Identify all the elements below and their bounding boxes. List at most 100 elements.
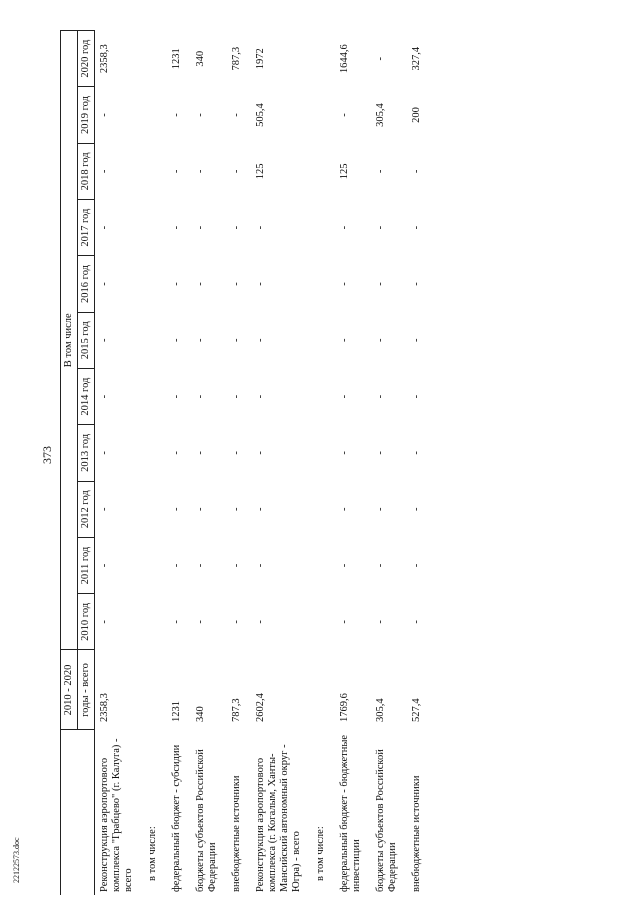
cell-value: - xyxy=(255,225,266,230)
cell-value: - xyxy=(231,451,242,455)
cell-value: - xyxy=(195,338,206,343)
cell-value: 2358,3 xyxy=(99,693,110,722)
cell-value: - xyxy=(255,451,266,455)
header-year: 2015 год xyxy=(77,312,95,369)
cell-value: - xyxy=(411,620,422,624)
cell-value: 505,4 xyxy=(255,103,266,127)
cell-value: 1769,6 xyxy=(339,693,350,722)
cell-value: 327,4 xyxy=(411,46,422,71)
cell-value: - xyxy=(375,282,386,286)
cell-value: - xyxy=(411,338,422,343)
header-year: 2020 год xyxy=(77,30,95,87)
cell-value: - xyxy=(411,451,422,455)
cell-value: - xyxy=(375,394,386,399)
cell-value: 200 xyxy=(411,107,422,123)
cell-value: - xyxy=(231,225,242,230)
cell-value: 1231 xyxy=(171,48,182,70)
row-label: Реконструкция аэропортового комплекса (г… xyxy=(255,744,302,892)
table-row: в том числе: xyxy=(143,31,167,896)
cell-value: - xyxy=(171,451,182,455)
header-year: 2018 год xyxy=(77,143,95,200)
cell-value: - xyxy=(99,338,110,343)
header-year: 2014 год xyxy=(77,368,95,425)
cell-value: - xyxy=(99,169,110,174)
cell-value: - xyxy=(339,394,350,399)
cell-value: - xyxy=(339,338,350,343)
cell-value: - xyxy=(171,620,182,624)
cell-value: - xyxy=(99,507,110,511)
table-body: Реконструкция аэропортового комплекса "Г… xyxy=(95,31,432,896)
cell-value: - xyxy=(99,563,110,568)
cell-value: 1644,6 xyxy=(339,44,350,74)
row-label: в том числе: xyxy=(147,826,158,881)
cell-value: - xyxy=(171,338,182,343)
table-row: Реконструкция аэропортового комплекса (г… xyxy=(251,31,311,896)
header-total: 2010 - 2020 xyxy=(60,650,78,730)
cell-value: 125 xyxy=(339,163,350,180)
cell-value: - xyxy=(339,451,350,455)
cell-value: - xyxy=(99,113,110,117)
cell-value: - xyxy=(195,113,206,117)
row-label: федеральный бюджет - бюджетные инвестици… xyxy=(339,734,362,892)
table-row: федеральный бюджет - бюджетные инвестици… xyxy=(335,31,371,896)
cell-value: - xyxy=(231,563,242,568)
cell-value: - xyxy=(231,338,242,343)
header-year: 2010 год xyxy=(77,593,95,650)
cell-value: - xyxy=(339,113,350,117)
cell-value: - xyxy=(171,282,182,286)
header-year: 2011 год xyxy=(77,537,95,594)
row-label: в том числе: xyxy=(315,826,326,881)
cell-value: - xyxy=(195,620,206,624)
cell-value: 305,4 xyxy=(375,698,386,722)
header-row: 2010 - 2020 В том числе xyxy=(60,30,95,895)
cell-value: - xyxy=(411,225,422,230)
cell-value: - xyxy=(375,338,386,343)
cell-value: 2358,3 xyxy=(99,44,110,74)
cell-value: 527,4 xyxy=(411,698,422,722)
table-row: бюджеты субъектов Российской Федерации 34… xyxy=(191,31,227,896)
page-number: 373 xyxy=(40,446,54,464)
cell-value: 787,3 xyxy=(231,46,242,71)
header-total: годы - всего xyxy=(77,650,95,730)
table-row: Реконструкция аэропортового комплекса "Г… xyxy=(95,31,144,896)
header-year: 2016 год xyxy=(77,255,95,313)
row-label: внебюджетные источники xyxy=(231,775,242,892)
cell-value: - xyxy=(99,282,110,286)
cell-value: 2602,4 xyxy=(255,693,266,722)
cell-value: - xyxy=(231,169,242,174)
cell-value: - xyxy=(411,282,422,286)
row-label: бюджеты субъектов Российской Федерации xyxy=(375,749,398,892)
cell-value: 340 xyxy=(195,706,206,722)
cell-value: - xyxy=(171,507,182,511)
cell-value: - xyxy=(171,394,182,399)
cell-value: - xyxy=(411,169,422,174)
cell-value: - xyxy=(375,225,386,230)
cell-value: - xyxy=(255,338,266,343)
cell-value: - xyxy=(411,563,422,568)
cell-value: 125 xyxy=(255,163,266,180)
header-empty xyxy=(60,730,95,895)
cell-value: 305,4 xyxy=(375,103,386,127)
cell-value: - xyxy=(375,620,386,624)
cell-value: - xyxy=(255,563,266,568)
cell-value: - xyxy=(411,394,422,399)
header-year: 2017 год xyxy=(77,199,95,256)
cell-value: - xyxy=(195,507,206,511)
cell-value: - xyxy=(255,620,266,624)
cell-value: - xyxy=(195,451,206,455)
cell-value: 340 xyxy=(195,50,206,67)
cell-value: - xyxy=(231,620,242,624)
footer: 22122573.doc xyxy=(12,837,21,883)
cell-value: - xyxy=(195,282,206,286)
cell-value: - xyxy=(375,451,386,455)
cell-value: - xyxy=(195,394,206,399)
cell-value: - xyxy=(231,507,242,511)
cell-value: - xyxy=(171,113,182,117)
header-year: 2012 год xyxy=(77,481,95,538)
cell-value: - xyxy=(195,563,206,568)
table-row: внебюджетные источники 527,4 - - - - - - - - - 200 3… xyxy=(407,31,431,896)
row-label: федеральный бюджет - субсидии xyxy=(171,744,182,892)
cell-value: - xyxy=(231,282,242,286)
